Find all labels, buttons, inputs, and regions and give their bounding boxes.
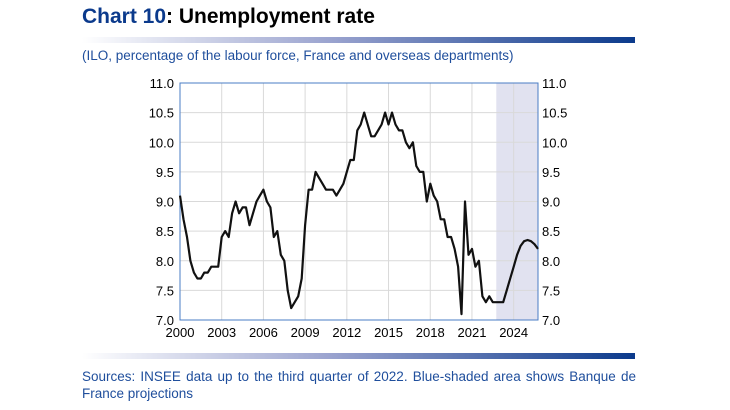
y-tick-label-left: 8.5 — [156, 224, 174, 239]
y-tick-label-right: 9.0 — [542, 195, 560, 210]
x-tick-label: 2009 — [291, 325, 320, 340]
y-tick-label-right: 7.5 — [542, 283, 560, 298]
y-tick-label-right: 10.5 — [542, 106, 567, 121]
bottom-divider — [82, 353, 635, 359]
y-tick-label-right: 8.5 — [542, 224, 560, 239]
top-divider — [82, 37, 635, 43]
x-tick-label: 2018 — [416, 325, 445, 340]
chart-title-text: : Unemployment rate — [166, 5, 375, 28]
x-tick-label: 2006 — [249, 325, 278, 340]
y-tick-label-right: 8.0 — [542, 254, 560, 269]
y-tick-label-left: 9.0 — [156, 195, 174, 210]
y-tick-label-left: 7.0 — [156, 313, 174, 328]
x-tick-label: 2003 — [207, 325, 236, 340]
unemployment-rate-line — [178, 111, 539, 316]
y-tick-label-right: 9.5 — [542, 165, 560, 180]
y-tick-label-right: 11.0 — [542, 76, 566, 91]
chart-subtitle: (ILO, percentage of the labour force, Fr… — [82, 48, 514, 63]
x-tick-label: 2000 — [166, 325, 195, 340]
y-tick-label-left: 8.0 — [156, 254, 174, 269]
x-tick-label: 2021 — [458, 325, 487, 340]
y-tick-label-left: 10.5 — [149, 106, 174, 121]
y-tick-label-left: 7.5 — [156, 283, 174, 298]
y-tick-label-left: 10.0 — [149, 135, 174, 150]
source-note: Sources: INSEE data up to the third quar… — [82, 369, 636, 401]
chart-title: Chart 10: Unemployment rate — [82, 5, 375, 29]
x-tick-label: 2024 — [499, 325, 528, 340]
x-tick-label: 2012 — [332, 325, 361, 340]
y-tick-label-right: 7.0 — [542, 313, 560, 328]
y-tick-label-right: 10.0 — [542, 135, 567, 150]
x-tick-label: 2015 — [374, 325, 403, 340]
y-tick-label-left: 9.5 — [156, 165, 174, 180]
chart-number: Chart 10 — [82, 5, 167, 28]
y-tick-label-left: 11.0 — [150, 76, 174, 91]
